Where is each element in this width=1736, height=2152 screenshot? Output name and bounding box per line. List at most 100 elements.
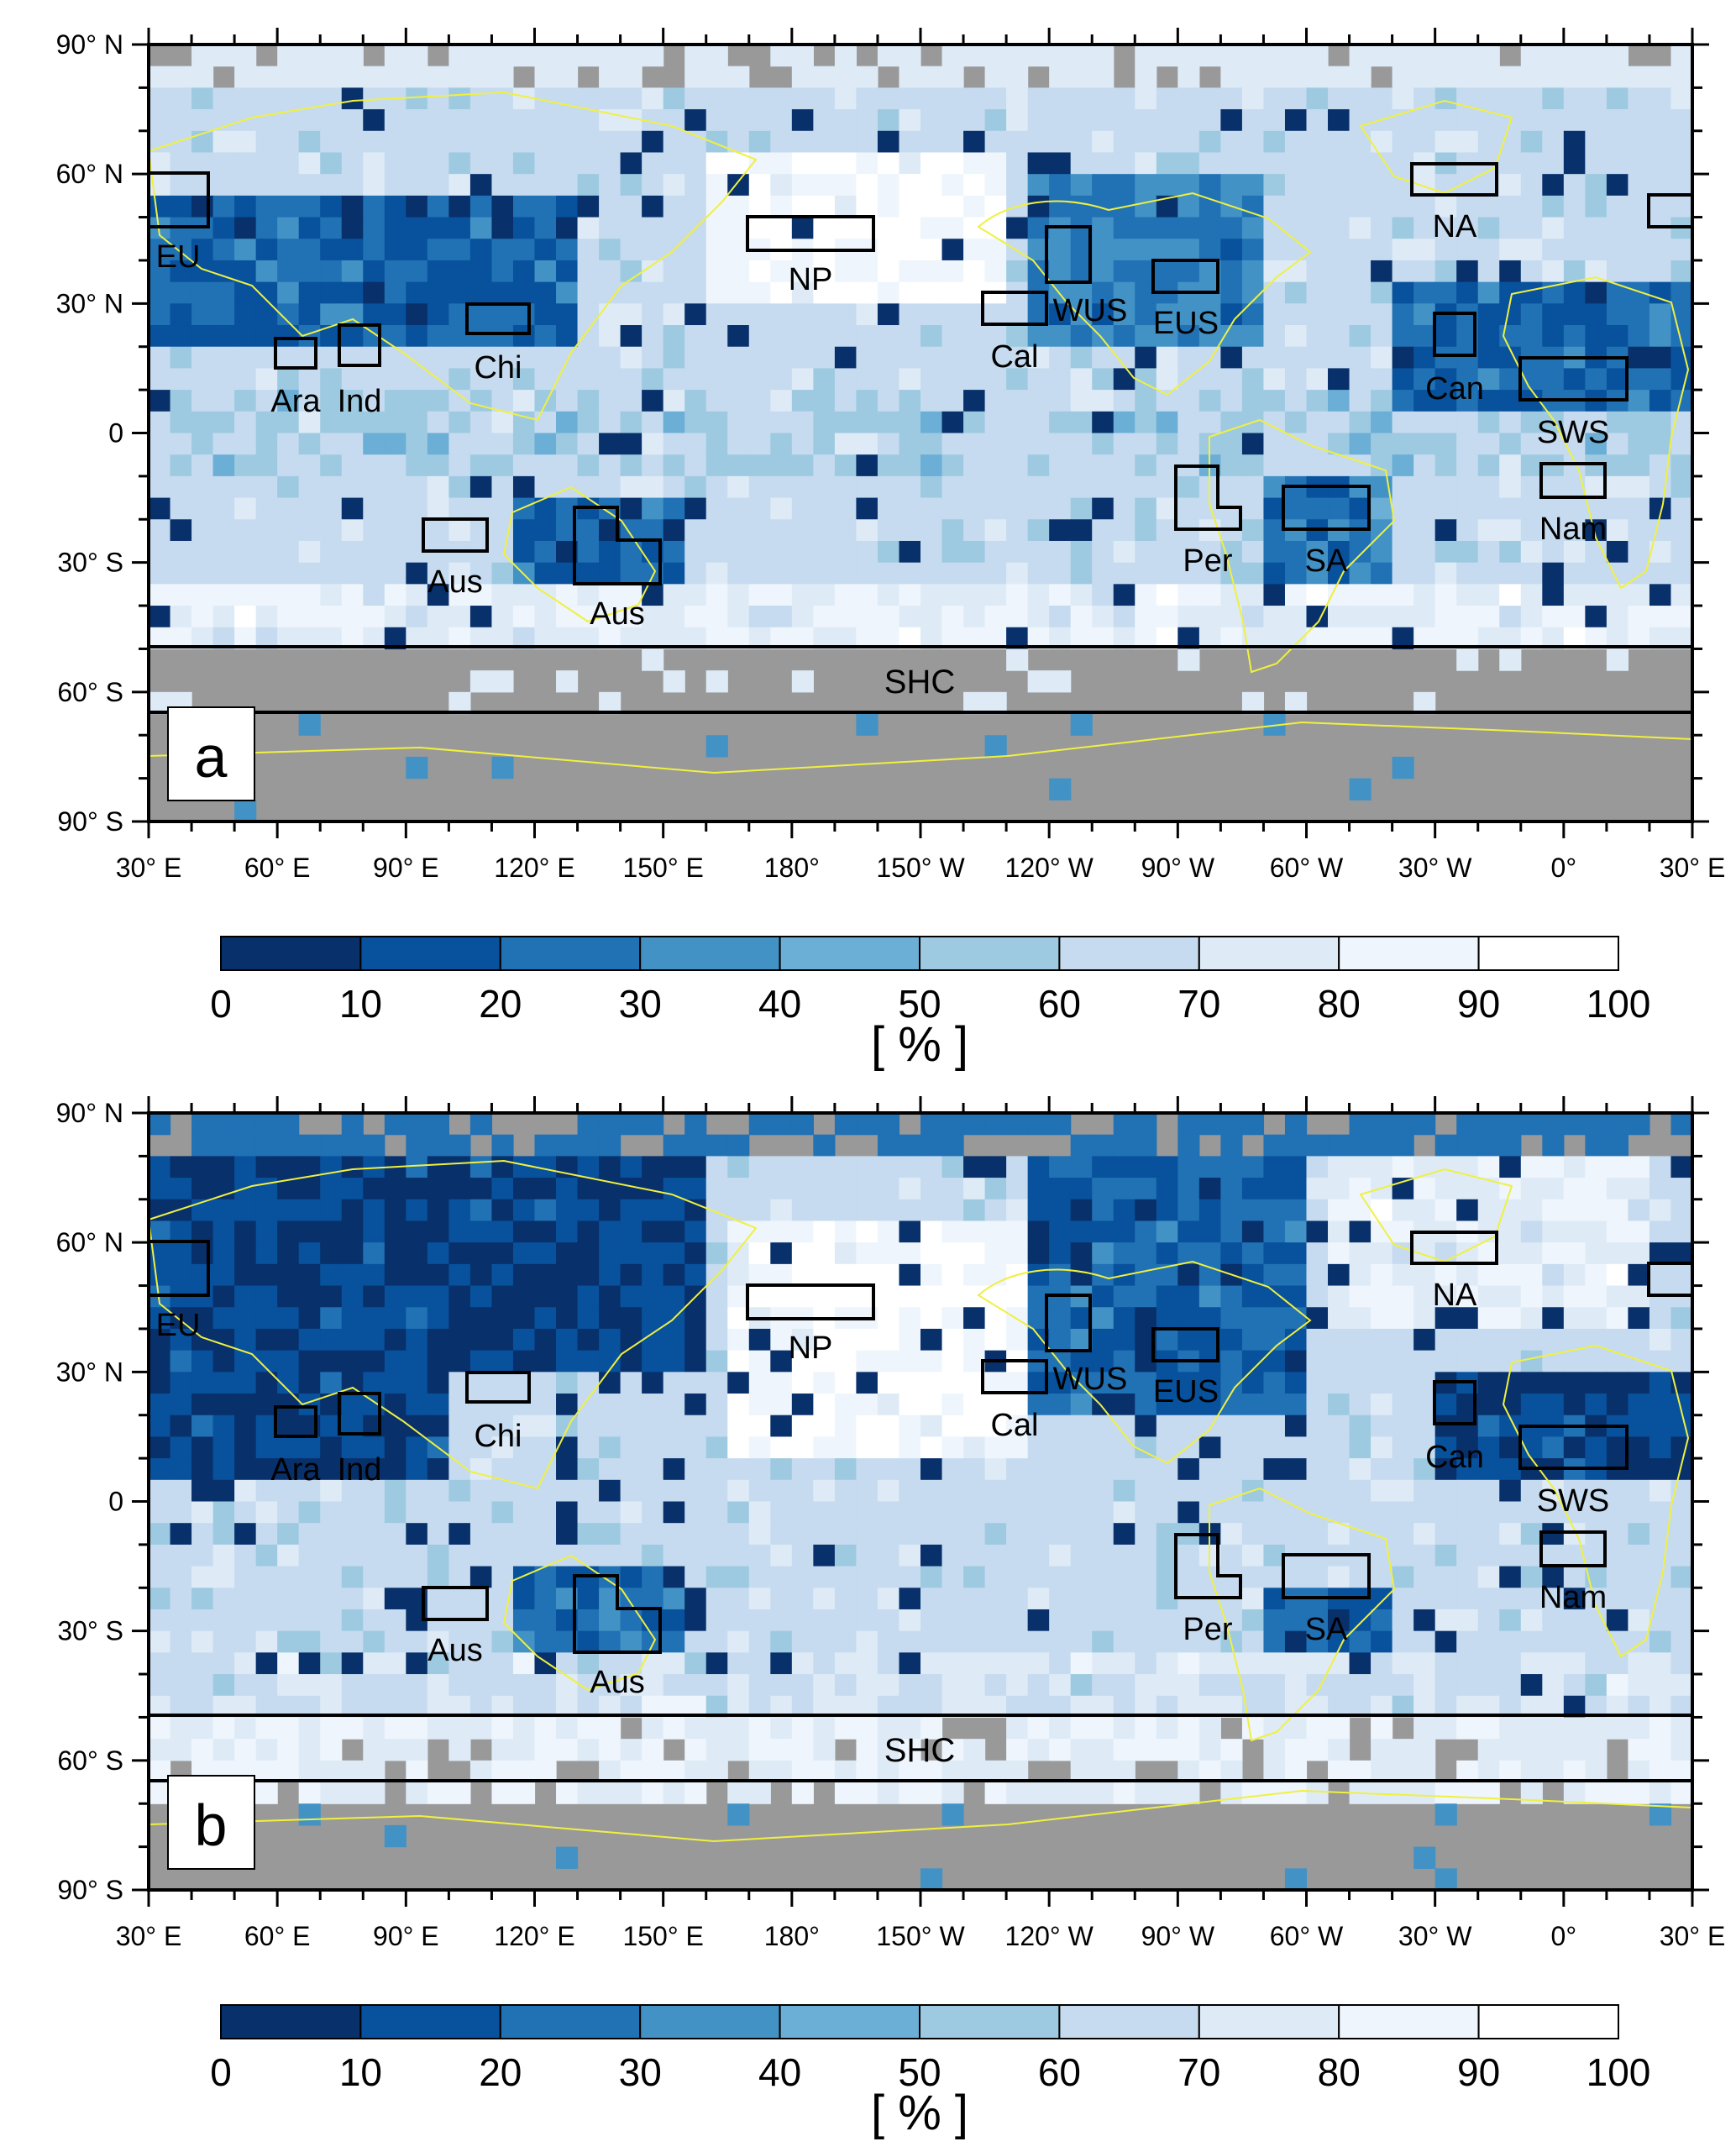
data-cell	[1135, 368, 1157, 391]
data-cell	[1413, 109, 1436, 132]
data-cell	[1092, 130, 1115, 154]
data-cell	[663, 346, 685, 370]
data-cell	[1628, 1544, 1650, 1567]
data-cell	[1241, 1372, 1265, 1394]
data-cell	[1477, 390, 1500, 412]
data-cell	[1563, 1113, 1586, 1136]
data-cell	[1113, 1760, 1135, 1783]
data-cell	[469, 303, 493, 326]
data-cell	[320, 1760, 343, 1783]
data-cell	[1670, 1307, 1693, 1330]
data-cell	[491, 130, 514, 154]
data-cell	[642, 1113, 664, 1136]
data-cell	[1670, 1544, 1693, 1567]
data-cell	[791, 130, 814, 154]
data-cell	[1649, 562, 1672, 585]
data-cell	[727, 1588, 750, 1610]
data-cell	[1670, 1220, 1693, 1243]
data-cell	[1198, 130, 1221, 154]
data-cell	[1092, 45, 1115, 67]
data-cell	[212, 239, 235, 261]
data-cell	[1628, 584, 1650, 606]
colorbar-tick: 100	[1587, 982, 1651, 1026]
data-cell	[1092, 1652, 1115, 1675]
data-cell	[620, 1178, 642, 1200]
data-cell	[705, 281, 728, 304]
data-cell	[1392, 1372, 1414, 1394]
data-cell	[255, 1566, 278, 1588]
data-cell	[984, 433, 1007, 455]
data-cell	[1585, 1479, 1608, 1503]
data-cell	[1113, 325, 1135, 348]
data-cell	[1434, 390, 1457, 412]
data-cell	[941, 1674, 964, 1697]
data-cell	[1135, 66, 1157, 88]
data-cell	[1049, 346, 1072, 370]
data-cell	[448, 1415, 471, 1438]
data-cell	[212, 1178, 235, 1200]
data-cell	[1177, 325, 1200, 348]
data-cell	[1499, 1113, 1522, 1136]
data-cell	[234, 1263, 257, 1287]
data-cell	[320, 1220, 343, 1243]
data-cell	[813, 109, 836, 132]
data-cell	[170, 303, 192, 326]
data-cell	[1092, 454, 1115, 477]
data-cell	[1456, 1113, 1479, 1136]
data-cell	[191, 584, 214, 606]
data-cell	[577, 1588, 600, 1610]
data-cell	[770, 195, 793, 218]
data-cell	[1349, 174, 1371, 197]
region-box-ind	[338, 323, 381, 367]
data-cell	[1306, 1566, 1329, 1588]
data-cell	[577, 1739, 600, 1761]
data-cell	[170, 1307, 192, 1330]
data-cell	[577, 1436, 600, 1459]
data-cell	[1670, 1739, 1693, 1761]
data-cell	[1649, 1717, 1672, 1740]
data-cell	[1284, 562, 1308, 585]
data-cell	[899, 87, 921, 110]
data-cell	[920, 540, 943, 564]
data-cell	[363, 1436, 385, 1459]
data-cell	[556, 1199, 579, 1222]
data-cell	[1413, 1588, 1436, 1610]
data-cell	[1628, 1350, 1650, 1373]
data-cell	[1006, 1458, 1029, 1481]
region-label-np: NP	[789, 262, 833, 297]
data-cell	[191, 1458, 214, 1481]
data-cell	[770, 325, 793, 348]
data-cell	[191, 1134, 214, 1157]
data-cell	[512, 1220, 536, 1243]
data-cell	[427, 1652, 449, 1675]
data-cell	[1585, 1178, 1608, 1200]
data-cell	[813, 1372, 836, 1394]
data-cell	[941, 433, 964, 455]
data-cell	[920, 1674, 943, 1697]
data-cell	[1198, 1199, 1221, 1222]
data-cell	[727, 1328, 750, 1352]
data-cell	[856, 1350, 878, 1373]
data-cell	[984, 1544, 1007, 1567]
data-cell	[212, 281, 235, 304]
data-cell	[1670, 1630, 1693, 1653]
lon-label: 60° E	[244, 853, 311, 883]
data-cell	[341, 1588, 364, 1610]
data-cell	[1006, 1436, 1029, 1459]
data-cell	[1349, 195, 1371, 218]
data-cell	[1156, 411, 1178, 434]
data-cell	[1392, 540, 1414, 564]
data-cell	[277, 1501, 300, 1524]
data-cell	[341, 1760, 364, 1783]
data-cell	[1135, 1458, 1157, 1481]
data-cell	[1263, 1285, 1286, 1308]
colorbar-swatch	[1338, 2004, 1480, 2039]
data-cell	[491, 1307, 514, 1330]
data-cell	[984, 1113, 1007, 1136]
data-cell	[170, 87, 192, 110]
data-cell	[1520, 109, 1543, 132]
data-cell	[1263, 66, 1286, 88]
data-cell	[1563, 87, 1586, 110]
data-cell	[1328, 239, 1351, 261]
data-cell	[813, 606, 836, 628]
